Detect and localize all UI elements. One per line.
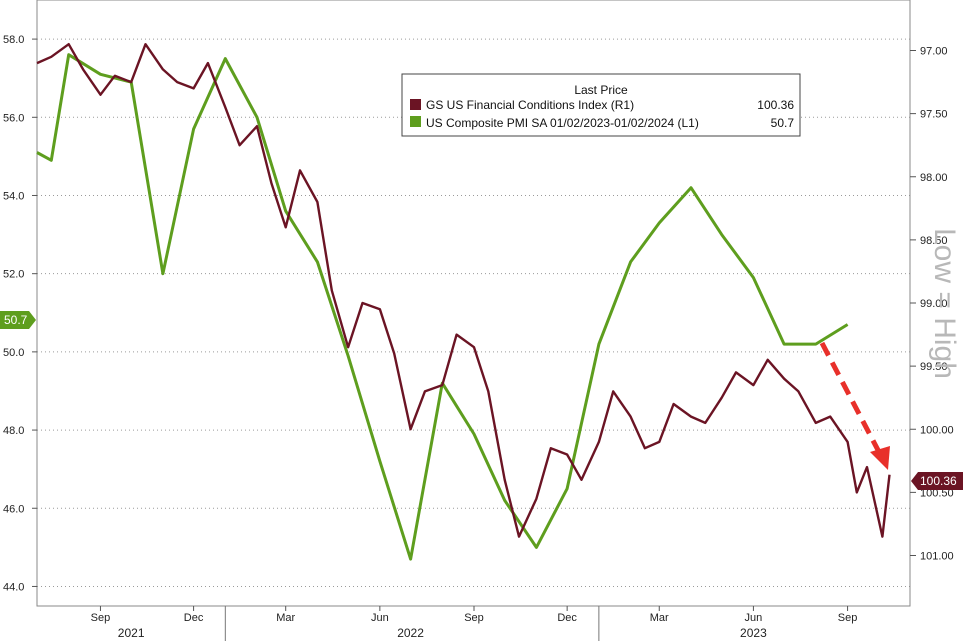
- x-axis-tick-label-2: Mar: [276, 612, 295, 624]
- series-line-fci: [36, 43, 891, 538]
- x-axis-tick-label-3: Jun: [371, 612, 389, 624]
- right-axis-tick-label-1: 97.50: [920, 109, 948, 121]
- left-axis: 44.0 46.0 48.0 50.0 52.0 54.0 56.0 58.0: [3, 34, 37, 593]
- trend-arrow-shaft: [819, 341, 882, 454]
- x-axis-tick-label-1: Dec: [184, 612, 204, 624]
- x-axis-tick-label-4: Sep: [464, 612, 484, 624]
- series-line-pmi: [36, 53, 849, 561]
- legend-title: Last Price: [574, 83, 628, 97]
- legend-label-fci: GS US Financial Conditions Index (R1): [426, 98, 634, 112]
- legend-swatch-pmi: [410, 116, 421, 127]
- x-axis-tick-label-6: Mar: [650, 612, 669, 624]
- last-value-tag-fci-text: 100.36: [920, 474, 957, 488]
- trend-arrow: [819, 341, 890, 470]
- right-axis-tick-label-2: 98.00: [920, 172, 948, 184]
- x-axis-tick-label-5: Dec: [557, 612, 577, 624]
- left-axis-tick-label-1: 46.0: [3, 503, 24, 515]
- x-axis-year-label-2: 2023: [740, 626, 767, 640]
- x-axis-year-label-1: 2022: [397, 626, 424, 640]
- right-axis-tick-label-4: 99.00: [920, 298, 948, 310]
- legend-value-fci: 100.36: [757, 98, 794, 112]
- right-axis-tick-label-0: 97.00: [920, 46, 948, 58]
- last-value-tag-pmi: 50.7: [0, 311, 36, 329]
- x-axis-tick-label-0: Sep: [91, 612, 111, 624]
- last-value-tag-fci-shape: [911, 472, 963, 490]
- right-axis-tick-label-5: 99.50: [920, 361, 948, 373]
- x-axis: Sep Dec Mar Jun Sep Dec Mar Jun Sep 2021 2022 2023: [91, 606, 858, 641]
- right-axis: 97.00 97.50 98.00 98.50 99.00 99.50 100.00 100.…: [910, 46, 954, 563]
- trend-arrow-head: [870, 446, 890, 470]
- legend-value-pmi: 50.7: [771, 116, 795, 130]
- left-axis-tick-label-3: 50.0: [3, 347, 24, 359]
- legend-swatch-fci: [410, 99, 421, 110]
- legend: Last Price GS US Financial Conditions In…: [401, 73, 801, 137]
- last-value-tag-fci: 100.36: [911, 472, 963, 490]
- last-value-tag-pmi-shape: [0, 311, 36, 329]
- chart-annotation: Low = High: [928, 228, 961, 379]
- left-axis-tick-label-5: 54.0: [3, 190, 24, 202]
- right-axis-tick-label-8: 101.00: [920, 551, 954, 563]
- right-axis-tick-label-6: 100.00: [920, 424, 954, 436]
- left-axis-tick-label-7: 58.0: [3, 34, 24, 46]
- left-axis-tick-label-0: 44.0: [3, 581, 24, 593]
- right-axis-tick-label-3: 98.50: [920, 235, 948, 247]
- legend-label-pmi: US Composite PMI SA 01/02/2023-01/02/202…: [426, 116, 699, 130]
- last-value-tag-pmi-text: 50.7: [4, 313, 28, 327]
- legend-box: [401, 73, 801, 137]
- left-axis-tick-label-2: 48.0: [3, 425, 24, 437]
- x-axis-tick-label-7: Jun: [745, 612, 763, 624]
- left-axis-tick-label-6: 56.0: [3, 112, 24, 124]
- left-axis-tick-label-4: 52.0: [3, 269, 24, 281]
- right-axis-tick-label-7: 100.50: [920, 487, 954, 499]
- x-axis-tick-label-8: Sep: [838, 612, 858, 624]
- x-axis-year-label-0: 2021: [118, 626, 145, 640]
